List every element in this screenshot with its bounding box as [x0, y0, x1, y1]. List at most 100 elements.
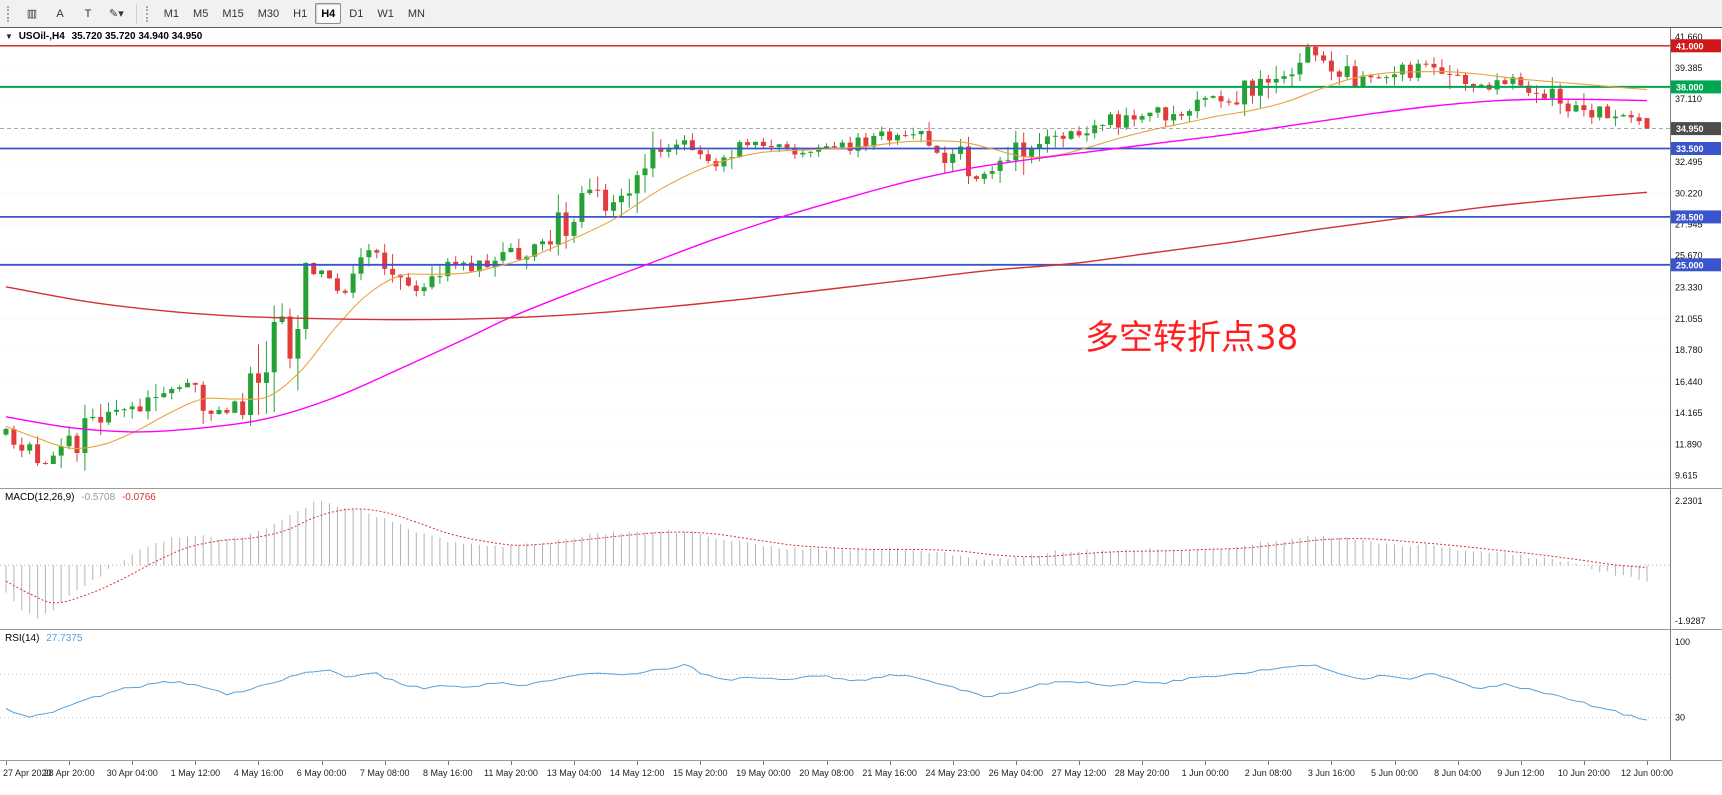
annotation-text[interactable]: 多空转折点38 [1085, 318, 1299, 358]
timeframe-m5-button[interactable]: M5 [193, 7, 209, 20]
time-axis-label: 5 Jun 00:00 [1371, 768, 1419, 778]
timeframe-w1-button[interactable]: W1 [377, 7, 394, 20]
price-tick-label: 39.385 [1675, 63, 1703, 73]
ohlc-values: 35.720 35.720 34.940 34.950 [71, 31, 203, 42]
pane-splitter-bottom [0, 760, 1722, 761]
timeframe-h4-button[interactable]: H4 [315, 3, 342, 24]
time-tick [510, 761, 512, 765]
drawing-tools-dropdown[interactable]: ✎▾ [109, 8, 124, 20]
price-badge-33.500 [1671, 142, 1721, 155]
toolbar-grip[interactable] [7, 5, 12, 22]
time-axis-label: 26 May 04:00 [988, 768, 1044, 778]
time-axis-label: 1 Jun 00:00 [1181, 768, 1229, 778]
time-tick [195, 761, 197, 765]
candles [3, 43, 1650, 471]
price-badge-text: 33.500 [1676, 144, 1704, 154]
macd-chart[interactable]: 2.2301 -1.9287 [0, 489, 1722, 629]
pane-splitter-macd[interactable] [0, 488, 1722, 489]
time-tick [1394, 761, 1396, 765]
time-tick [258, 761, 260, 765]
time-tick [889, 761, 891, 765]
time-axis-label: 19 May 00:00 [736, 768, 791, 778]
price-tick-label: 14.165 [1675, 408, 1703, 418]
macd-scale-max: 2.2301 [1675, 496, 1703, 506]
rsi-indicator-name: RSI(14) [5, 633, 40, 644]
price-badge-text: 25.000 [1676, 260, 1704, 270]
drawing-tool-group: ▥ A T ✎▾ [18, 3, 131, 24]
time-axis-label: 30 Apr 04:00 [106, 768, 158, 778]
price-tick-label: 41.660 [1675, 32, 1703, 42]
pane-splitter-rsi[interactable] [0, 629, 1722, 630]
toolbar: ▥ A T ✎▾ M1 M5 M15 M30 H1 H4 D1 W1 MN [0, 0, 1722, 28]
time-axis-label: 20 May 08:00 [799, 768, 854, 778]
time-axis-label: 1 May 12:00 [170, 768, 221, 778]
timeframe-m15-button[interactable]: M15 [222, 7, 244, 20]
time-tick [6, 761, 7, 765]
price-badge-25.000 [1671, 258, 1721, 272]
time-axis-label: 13 May 04:00 [546, 768, 602, 778]
chart-title: ▼ USOil-,H4 35.720 35.720 34.940 34.950 [5, 31, 202, 42]
price-badge-text: 28.500 [1676, 212, 1704, 222]
macd-main-value: -0.5708 [81, 492, 116, 503]
macd-scale-min: -1.9287 [1675, 616, 1706, 626]
time-axis-label: 21 May 16:00 [862, 768, 917, 778]
time-axis-label: 8 May 16:00 [423, 768, 473, 778]
time-axis-label: 7 May 08:00 [359, 768, 410, 778]
symbol-timeframe: USOil-,H4 [18, 31, 65, 42]
price-tick-label: 27.945 [1675, 220, 1703, 230]
ma-slow-red [5, 191, 1648, 321]
rsi-pane[interactable]: 100 30 RSI(14) 27.7375 [0, 630, 1722, 760]
time-tick [1520, 761, 1522, 765]
price-badge-28.500 [1671, 210, 1721, 224]
time-tick [1142, 761, 1144, 765]
rsi-chart[interactable]: 100 30 [0, 630, 1722, 760]
time-axis-label: 11 May 20:00 [483, 768, 538, 778]
toolbar-separator [135, 3, 137, 24]
price-badge-text: 38.000 [1676, 82, 1704, 92]
macd-signal-value: -0.0766 [121, 492, 156, 503]
time-axis-label: 10 Jun 20:00 [1557, 768, 1610, 778]
time-axis-label: 15 May 20:00 [672, 768, 728, 778]
timeframe-mn-button[interactable]: MN [407, 7, 425, 20]
price-tick-label: 23.330 [1675, 283, 1703, 293]
macd-pane[interactable]: 2.2301 -1.9287 MACD(12,26,9) -0.5708 -0.0… [0, 489, 1722, 629]
time-tick [700, 761, 702, 765]
time-axis-label: 4 May 16:00 [233, 768, 284, 778]
time-axis[interactable]: 27 Apr 2020 28 Apr 20:00 30 Apr 04:00 1 May… [0, 761, 1722, 795]
price-tick-label: 32.495 [1675, 157, 1703, 167]
timeframe-h1-button[interactable]: H1 [293, 7, 308, 20]
time-axis-label: 27 May 12:00 [1051, 768, 1107, 778]
time-axis-label: 24 May 23:00 [925, 768, 980, 778]
price-badge-text: 34.950 [1676, 124, 1704, 134]
ma-mid-magenta [5, 98, 1648, 433]
time-tick [763, 761, 765, 765]
price-tick-label: 37.110 [1675, 94, 1702, 104]
time-tick [1583, 761, 1585, 765]
time-tick [447, 761, 449, 765]
rsi-scale-30: 30 [1675, 713, 1685, 723]
macd-label: MACD(12,26,9) -0.5708 -0.0766 [5, 492, 156, 503]
one-click-trading-collapse-icon[interactable]: ▼ [5, 32, 13, 41]
timeframe-m1-button[interactable]: M1 [163, 7, 180, 20]
price-chart[interactable]: 41.660 39.385 37.110 32.495 30.220 27.945 25.6… [0, 28, 1722, 488]
timeframe-m30-button[interactable]: M30 [257, 7, 280, 20]
rsi-label: RSI(14) 27.7375 [5, 633, 82, 644]
time-tick [384, 761, 386, 765]
toolbar-grip-2[interactable] [145, 5, 151, 22]
rsi-line [5, 663, 1648, 721]
text-label-tool[interactable]: T [84, 7, 92, 20]
timeframe-d1-button[interactable]: D1 [349, 7, 364, 20]
time-tick [1647, 761, 1648, 765]
price-pane[interactable]: 41.660 39.385 37.110 32.495 30.220 27.945 25.6… [0, 28, 1722, 488]
price-tick-label: 16.440 [1675, 377, 1703, 387]
chart-window-icon[interactable]: ▥ [26, 8, 38, 20]
time-axis-label: 14 May 12:00 [609, 768, 665, 778]
insert-text-tool[interactable]: A [56, 7, 64, 20]
time-tick [132, 761, 134, 765]
time-axis-label: 8 Jun 04:00 [1434, 768, 1482, 778]
time-axis-label: 6 May 00:00 [296, 768, 347, 778]
price-badge-34.950 [1671, 122, 1721, 136]
time-tick [1015, 761, 1017, 765]
time-tick [574, 761, 576, 765]
rsi-value: 27.7375 [46, 633, 83, 644]
